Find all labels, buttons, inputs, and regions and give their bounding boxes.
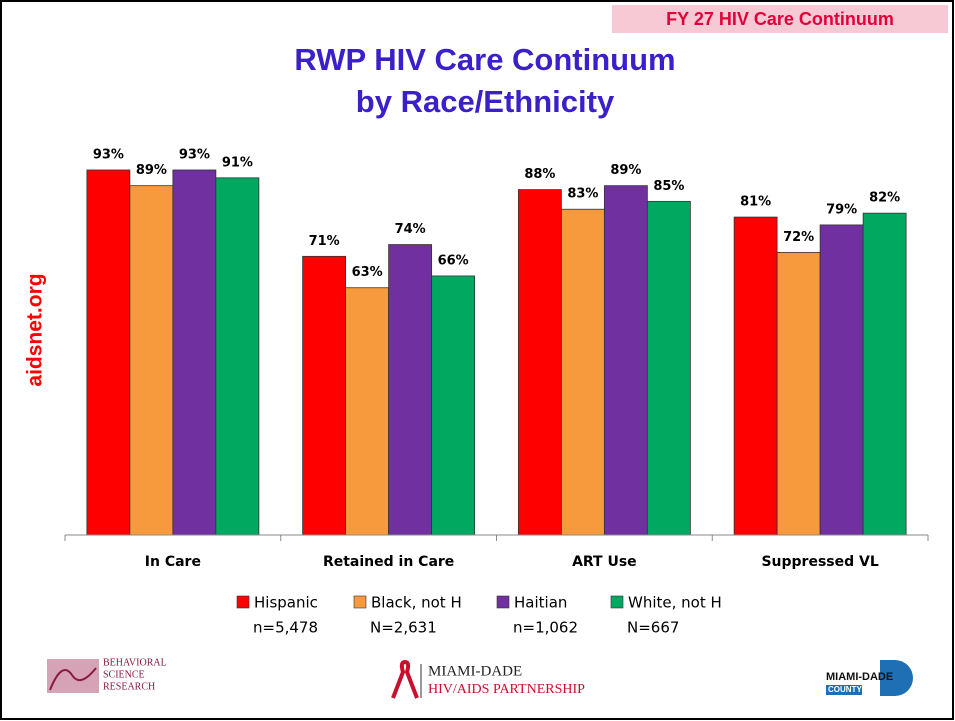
value-label: 83% <box>567 187 598 202</box>
legend-n: n=1,062 <box>513 619 578 637</box>
logo-d <box>880 660 913 696</box>
logo-bar <box>826 685 862 695</box>
logo-text: MIAMI-DADE <box>826 671 893 683</box>
legend-n: n=5,478 <box>253 619 318 637</box>
logo-center: MIAMI-DADE HIV/AIDS PARTNERSHIP <box>391 659 585 699</box>
legend-label: Haitian <box>514 594 567 612</box>
bar <box>215 177 260 536</box>
logo-right: MIAMI-DADE COUNTY <box>826 660 913 696</box>
bar <box>129 185 174 536</box>
logo-text: SCIENCE <box>103 669 145 680</box>
bar <box>819 224 864 536</box>
side-label: aidsnet.org <box>24 273 47 386</box>
x-tick-label: In Care <box>145 554 201 570</box>
logo-text: RESEARCH <box>103 681 155 692</box>
value-label: 93% <box>93 147 124 162</box>
bar <box>776 251 821 536</box>
value-label: 81% <box>740 195 771 210</box>
value-label: 79% <box>826 202 857 217</box>
logo-text: BEHAVIORAL <box>103 657 167 668</box>
legend-swatch <box>610 595 624 609</box>
value-label: 93% <box>179 147 210 162</box>
bar <box>733 216 778 536</box>
legend-n: N=667 <box>627 619 679 637</box>
logo-text: COUNTY <box>828 685 862 694</box>
value-label: 63% <box>352 265 383 280</box>
bar <box>560 208 605 536</box>
x-tick-label: Retained in Care <box>323 554 454 570</box>
bar <box>862 212 907 536</box>
logo-text: HIV/AIDS PARTNERSHIP <box>428 682 585 697</box>
x-tick-label: ART Use <box>572 554 637 570</box>
bar <box>302 255 347 536</box>
legend-label: Hispanic <box>254 594 318 612</box>
value-label: 72% <box>783 230 814 245</box>
value-label: 89% <box>136 163 167 178</box>
bar <box>517 189 562 536</box>
bar <box>86 169 131 536</box>
value-label: 88% <box>524 167 555 182</box>
chart-subtitle: by Race/Ethnicity <box>356 84 615 119</box>
bar <box>388 244 433 536</box>
bar <box>646 200 691 536</box>
legend-swatch <box>236 595 250 609</box>
bar <box>345 287 390 536</box>
logo-text: MIAMI-DADE <box>428 663 522 679</box>
chart-title: RWP HIV Care Continuum <box>294 42 675 77</box>
ribbon <box>391 659 419 699</box>
logo-left: BEHAVIORAL SCIENCE RESEARCH <box>47 657 167 693</box>
legend-swatch <box>353 595 367 609</box>
value-label: 71% <box>309 234 340 249</box>
bar <box>431 275 476 536</box>
value-label: 89% <box>610 163 641 178</box>
bar <box>172 169 217 536</box>
header: FY 27 HIV Care Continuum <box>666 9 894 29</box>
header-box <box>612 5 948 33</box>
legend-label: White, not H <box>628 594 722 612</box>
legend-label: Black, not H <box>371 594 462 612</box>
legend-swatch <box>496 595 510 609</box>
value-label: 66% <box>438 253 469 268</box>
value-label: 82% <box>869 191 900 206</box>
bar <box>603 185 648 536</box>
logo-wave <box>49 667 97 691</box>
value-label: 85% <box>653 179 684 194</box>
legend-n: N=2,631 <box>370 619 437 637</box>
value-label: 91% <box>222 155 253 170</box>
value-label: 74% <box>395 222 426 237</box>
x-tick-label: Suppressed VL <box>761 554 878 570</box>
